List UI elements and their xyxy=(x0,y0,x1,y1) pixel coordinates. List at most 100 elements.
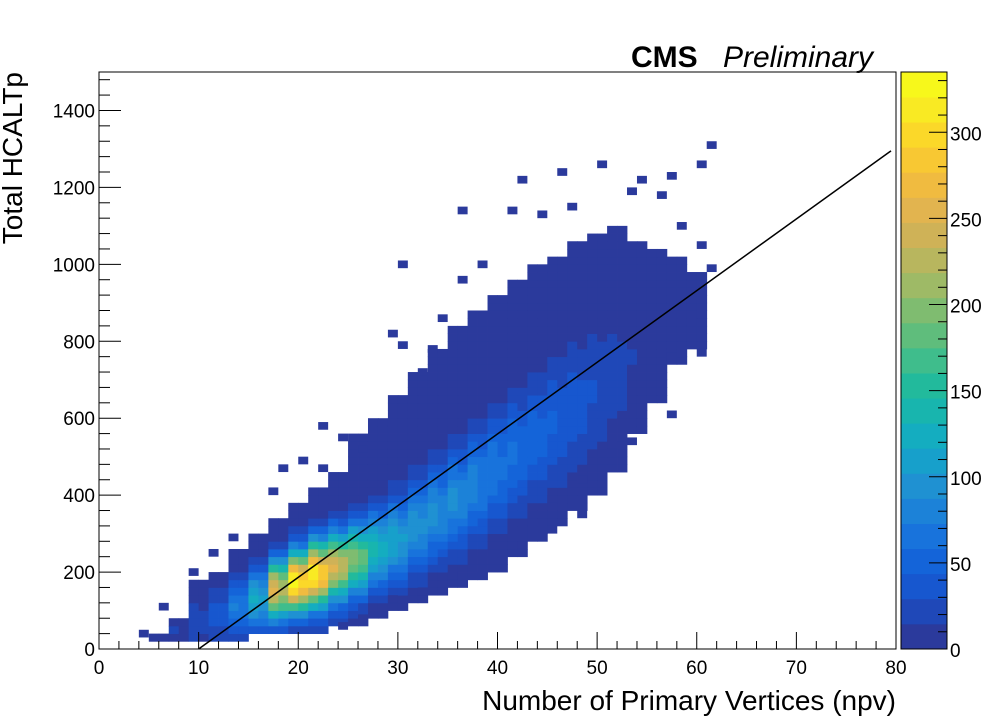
heatmap-bin xyxy=(417,372,429,381)
heatmap-bin xyxy=(427,479,439,488)
heatmap-bin xyxy=(397,456,409,465)
heatmap-bin xyxy=(557,302,568,311)
heatmap-bin xyxy=(517,372,528,381)
heatmap-bin xyxy=(517,348,528,358)
heatmap-bin xyxy=(587,248,598,258)
heatmap-bin xyxy=(358,445,368,453)
heatmap-bin xyxy=(278,548,289,558)
heatmap-bin xyxy=(158,602,169,611)
heatmap-bin xyxy=(198,579,209,588)
heatmap-bin xyxy=(427,356,439,365)
heatmap-bin xyxy=(407,448,419,458)
heatmap-bin xyxy=(577,295,588,304)
heatmap-bin xyxy=(676,264,688,273)
heatmap-bin xyxy=(587,302,598,311)
heatmap-bin xyxy=(258,625,269,635)
heatmap-bin xyxy=(427,579,439,588)
heatmap-bin xyxy=(686,318,698,327)
heatmap-bin xyxy=(437,372,449,381)
heatmap-bin xyxy=(507,487,518,496)
heatmap-bin xyxy=(497,379,508,388)
x-tick-label: 20 xyxy=(288,658,309,679)
heatmap-bin xyxy=(557,425,568,434)
heatmap-bin xyxy=(557,441,568,450)
heatmap-bin xyxy=(268,541,279,550)
heatmap-bin xyxy=(477,387,488,396)
heatmap-bin xyxy=(477,502,488,511)
heatmap-bin xyxy=(397,518,409,527)
heatmap-bin xyxy=(457,275,468,284)
heatmap-bin xyxy=(547,364,558,373)
heatmap-bin xyxy=(437,587,449,596)
heatmap-bin xyxy=(417,425,429,434)
heatmap-bin xyxy=(547,518,558,527)
heatmap-bin xyxy=(427,541,439,550)
heatmap-bin xyxy=(527,379,538,388)
heatmap-bin xyxy=(367,602,379,611)
heatmap-bin xyxy=(278,587,289,596)
colorbar: 0 50 100 150 200 250 300 xyxy=(900,71,982,662)
heatmap-bin xyxy=(358,464,369,473)
heatmap-bin xyxy=(527,410,538,419)
heatmap-bin xyxy=(457,579,469,588)
colorbar-swatch xyxy=(901,122,947,148)
heatmap-bin xyxy=(308,556,319,565)
heatmap-bin xyxy=(447,448,459,458)
heatmap-bin xyxy=(547,310,558,319)
heatmap-bin xyxy=(597,241,608,250)
heatmap-bin xyxy=(477,356,488,365)
heatmap-bin xyxy=(477,372,488,381)
x-tick-label: 50 xyxy=(587,658,608,679)
heatmap-bin xyxy=(567,410,578,419)
heatmap-bin xyxy=(587,472,598,481)
heatmap-bin xyxy=(367,572,379,581)
heatmap-bin xyxy=(517,518,528,527)
heatmap-bin xyxy=(497,333,508,342)
heatmap-bin xyxy=(308,564,319,573)
heatmap-bin xyxy=(617,410,628,419)
heatmap-bin xyxy=(387,456,399,465)
heatmap-bin xyxy=(537,402,548,411)
heatmap-bin xyxy=(228,564,239,573)
heatmap-bin xyxy=(527,295,538,304)
heatmap-bin xyxy=(537,264,548,273)
heatmap-bin xyxy=(557,295,568,304)
heatmap-bin xyxy=(646,395,658,404)
heatmap-bin xyxy=(447,572,458,580)
heatmap-bin xyxy=(377,587,389,596)
heatmap-bin xyxy=(358,472,369,481)
heatmap-bin xyxy=(607,325,618,334)
heatmap-bin xyxy=(328,572,339,581)
heatmap-bin xyxy=(587,318,598,327)
heatmap-bin xyxy=(497,456,508,465)
colorbar-swatch xyxy=(901,72,947,98)
heatmap-bin xyxy=(477,464,488,473)
heatmap-bin xyxy=(407,372,419,381)
heatmap-bin xyxy=(567,372,578,381)
heatmap-bin xyxy=(477,456,488,465)
heatmap-bin xyxy=(268,618,279,627)
heatmap-bin xyxy=(467,533,478,542)
heatmap-bin xyxy=(607,433,618,442)
heatmap-bin xyxy=(547,264,558,273)
heatmap-bin xyxy=(268,525,279,534)
heatmap-bin xyxy=(487,402,498,411)
heatmap-bin xyxy=(427,448,439,458)
heatmap-bin xyxy=(367,610,379,619)
heatmap-bin xyxy=(228,610,239,619)
heatmap-bin xyxy=(617,264,628,273)
heatmap-bin xyxy=(607,233,618,242)
heatmap-bin xyxy=(547,487,558,496)
heatmap-bin xyxy=(477,379,488,388)
heatmap-bin xyxy=(258,548,269,558)
heatmap-bin xyxy=(527,279,538,288)
heatmap-bin xyxy=(627,395,638,404)
heatmap-bin xyxy=(537,525,548,534)
heatmap-bin xyxy=(427,418,439,427)
heatmap-bin xyxy=(268,579,279,588)
heatmap-bin xyxy=(318,602,329,611)
heatmap-bin xyxy=(308,502,319,511)
heatmap-bin xyxy=(358,433,369,442)
heatmap-bin xyxy=(487,364,498,373)
heatmap-bin xyxy=(467,341,478,350)
